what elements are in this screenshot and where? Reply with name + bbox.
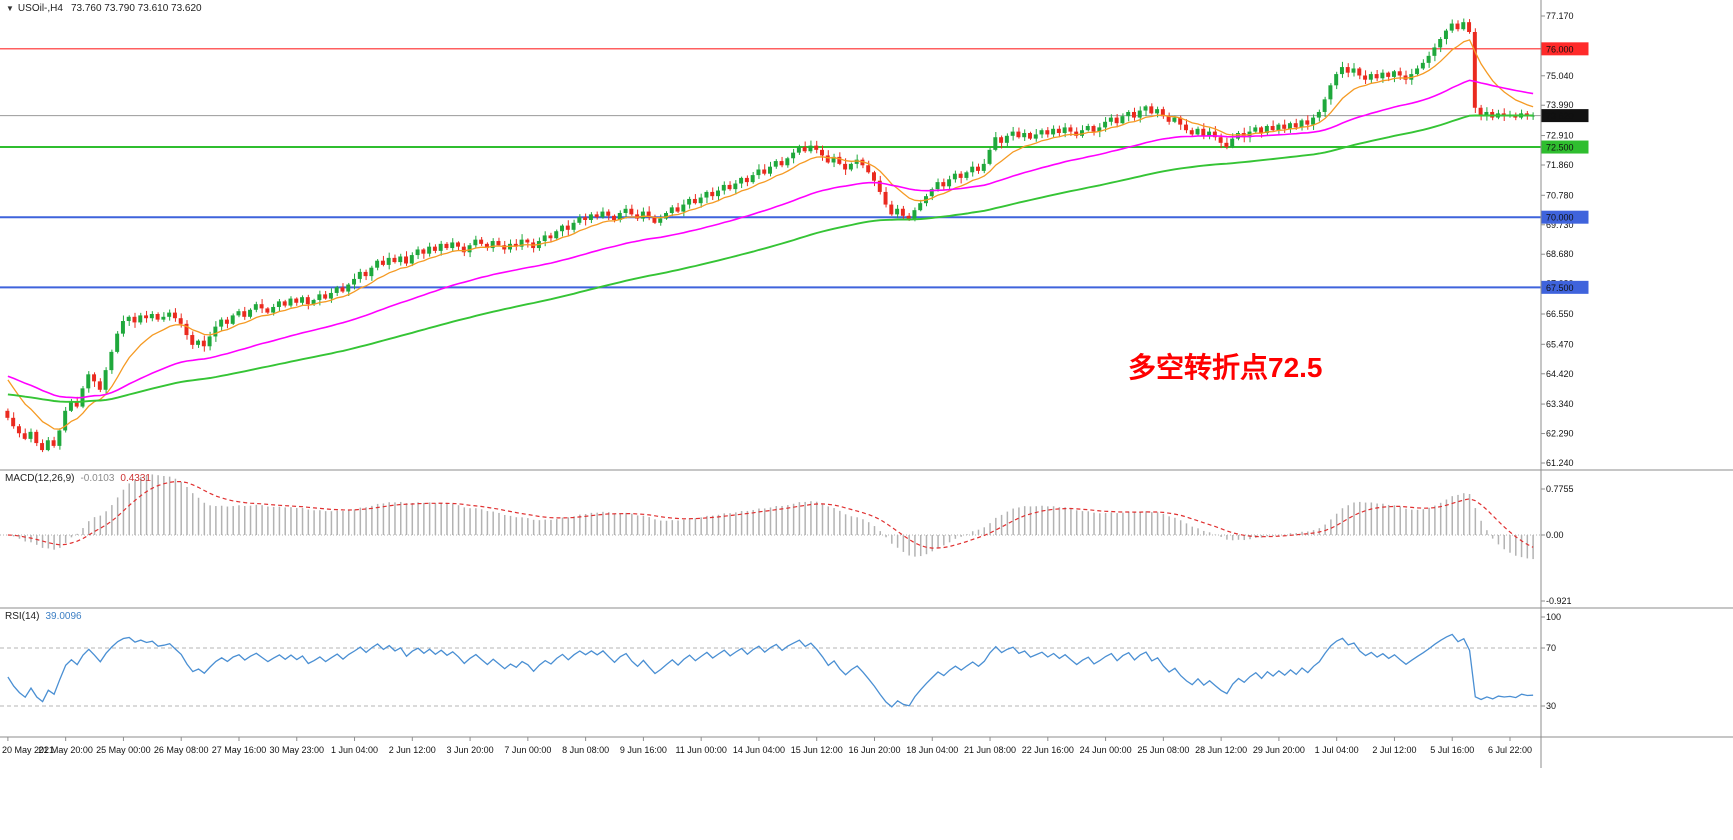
time-axis-label: 25 May 00:00 <box>96 745 151 755</box>
price-axis[interactable]: 77.170 75.040 73.990 72.910 71.860 70.780 69.7… <box>1541 11 1589 468</box>
time-axis-label: 5 Jul 16:00 <box>1430 745 1474 755</box>
macd-axis-label: 0.00 <box>1546 530 1564 540</box>
time-axis-label: 25 Jun 08:00 <box>1137 745 1189 755</box>
time-axis-label: 9 Jun 16:00 <box>620 745 667 755</box>
macd-axis-label: -0.921 <box>1546 596 1572 606</box>
time-axis-label: 14 Jun 04:00 <box>733 745 785 755</box>
time-axis-label: 22 Jun 16:00 <box>1022 745 1074 755</box>
time-axis-label: 6 Jul 22:00 <box>1488 745 1532 755</box>
rsi-axis-label: 30 <box>1546 701 1556 711</box>
rsi-name: RSI(14) <box>5 611 40 622</box>
price-axis-label: 73.990 <box>1546 100 1574 110</box>
time-axis-label: 15 Jun 12:00 <box>791 745 843 755</box>
annotation-text: 多空转折点72.5 <box>1128 352 1323 383</box>
price-axis-label: 64.420 <box>1546 369 1574 379</box>
rsi-axis[interactable]: 100 70 30 <box>1541 612 1561 711</box>
price-axis-label: 70.780 <box>1546 190 1574 200</box>
time-axis-label: 21 Jun 08:00 <box>964 745 1016 755</box>
price-axis-label: 72.910 <box>1546 131 1574 141</box>
price-badge <box>1541 210 1589 224</box>
ma-fast-orange-line <box>7 39 1534 430</box>
price-axis-label: 65.470 <box>1546 339 1574 349</box>
time-axis-label: 18 Jun 04:00 <box>906 745 958 755</box>
price-axis-label: 75.040 <box>1546 71 1574 81</box>
rsi-value: 39.0096 <box>45 611 82 622</box>
candlestick-series <box>5 18 1535 453</box>
time-axis-label: 3 Jun 20:00 <box>447 745 494 755</box>
time-axis-label: 27 May 16:00 <box>212 745 267 755</box>
macd-axis[interactable]: 0.7755 0.00 -0.921 <box>1541 484 1574 606</box>
price-badge-label: 70.000 <box>1546 213 1574 223</box>
price-badge-label: 67.500 <box>1546 283 1574 293</box>
macd-indicator-label: MACD(12,26,9) -0.0103 0.4331 <box>5 473 151 484</box>
macd-main-value: -0.0103 <box>80 473 115 484</box>
macd-histogram <box>12 474 1534 560</box>
price-axis-label: 71.860 <box>1546 160 1574 170</box>
chart-ohlc-values: 73.760 73.790 73.610 73.620 <box>70 3 202 14</box>
price-axis-label: 66.550 <box>1546 309 1574 319</box>
time-axis-label: 24 Jun 00:00 <box>1080 745 1132 755</box>
time-axis-label: 8 Jun 08:00 <box>562 745 609 755</box>
time-axis-label: 1 Jun 04:00 <box>331 745 378 755</box>
price-badge-label: 73.620 <box>1546 111 1574 121</box>
time-axis-label: 20 May 2021 <box>2 745 54 755</box>
time-axis-label: 30 May 23:00 <box>269 745 324 755</box>
rsi-axis-label: 100 <box>1546 612 1561 622</box>
time-axis-label: 1 Jul 04:00 <box>1315 745 1359 755</box>
time-axis-label: 16 Jun 20:00 <box>848 745 900 755</box>
time-axis-label: 29 Jun 20:00 <box>1253 745 1305 755</box>
time-axis-label: 2 Jul 12:00 <box>1372 745 1416 755</box>
price-badge-label: 76.000 <box>1546 44 1574 54</box>
time-axis-label: 21 May 20:00 <box>38 745 93 755</box>
price-axis-label: 77.170 <box>1546 11 1574 21</box>
price-axis-label: 69.730 <box>1546 220 1574 230</box>
rsi-line <box>7 633 1534 708</box>
macd-signal-line <box>7 481 1534 549</box>
macd-name: MACD(12,26,9) <box>5 473 75 484</box>
price-badge <box>1541 140 1589 154</box>
time-axis-label: 26 May 08:00 <box>154 745 209 755</box>
chart-symbol-timeframe: USOil-,H4 <box>17 3 63 14</box>
time-axis-label: 2 Jun 12:00 <box>389 745 436 755</box>
price-axis-label: 68.680 <box>1546 249 1574 259</box>
time-axis-label: 28 Jun 12:00 <box>1195 745 1247 755</box>
price-axis-label: 62.290 <box>1546 429 1574 439</box>
time-axis-label: 7 Jun 00:00 <box>504 745 551 755</box>
price-badge-label: 72.500 <box>1546 143 1574 153</box>
rsi-axis-label: 70 <box>1546 643 1556 653</box>
horizontal-level-lines <box>0 48 1541 289</box>
price-axis-label: 63.340 <box>1546 399 1574 409</box>
ma-mid-magenta-line <box>7 79 1534 399</box>
chart-title: ▼ USOil-,H4 73.760 73.790 73.610 73.620 <box>6 3 202 14</box>
price-badge <box>1541 42 1589 56</box>
symbol-marker-icon[interactable]: ▼ <box>6 4 14 13</box>
price-badge <box>1541 109 1589 123</box>
price-axis-label: 61.240 <box>1546 458 1574 468</box>
time-axis-label: 11 Jun 00:00 <box>675 745 726 755</box>
price-badge <box>1541 280 1589 294</box>
rsi-indicator-label: RSI(14) 39.0096 <box>5 611 82 622</box>
ma-slow-green-line <box>7 114 1534 403</box>
macd-signal-value: 0.4331 <box>120 473 151 484</box>
macd-axis-label: 0.7755 <box>1546 484 1574 494</box>
